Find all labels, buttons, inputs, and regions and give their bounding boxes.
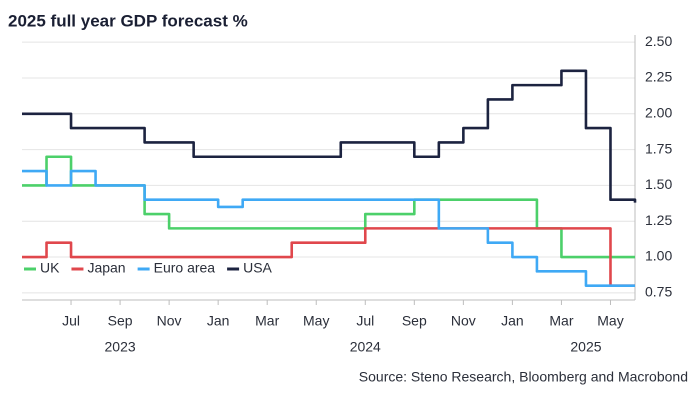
x-tick-label: May (303, 313, 329, 329)
source-note: Source: Steno Research, Bloomberg and Ma… (359, 369, 688, 385)
x-tick-label: Mar (255, 313, 279, 329)
y-tick-label: 2.25 (645, 69, 672, 85)
x-tick-label: Sep (402, 313, 427, 329)
x-tick-label: Jan (501, 313, 524, 329)
y-tick-label: 1.50 (645, 176, 672, 192)
x-tick-label: Nov (157, 313, 182, 329)
y-tick-label: 0.75 (645, 284, 672, 300)
y-tick-label: 1.75 (645, 140, 672, 156)
x-tick-label: Nov (451, 313, 476, 329)
x-tick-label: Sep (108, 313, 133, 329)
legend-label: Japan (87, 260, 125, 276)
y-tick-label: 2.50 (645, 33, 672, 49)
x-tick-label: Jan (207, 313, 230, 329)
series-line (22, 227, 635, 287)
chart-title: 2025 full year GDP forecast % (8, 11, 248, 30)
year-label: 2025 (570, 339, 601, 355)
y-tick-label: 2.00 (645, 104, 672, 120)
x-tick-label: Jul (356, 313, 374, 329)
legend-label: Euro area (154, 260, 216, 276)
year-label: 2024 (350, 339, 381, 355)
series-line (22, 169, 635, 287)
legend-label: USA (243, 260, 272, 276)
x-tick-label: Jul (62, 313, 80, 329)
x-tick-label: Mar (549, 313, 573, 329)
year-label: 2023 (105, 339, 136, 355)
y-tick-label: 1.25 (645, 212, 672, 228)
series-line (22, 69, 637, 203)
y-tick-label: 1.00 (645, 248, 672, 264)
legend-label: UK (40, 260, 60, 276)
x-tick-label: May (597, 313, 623, 329)
